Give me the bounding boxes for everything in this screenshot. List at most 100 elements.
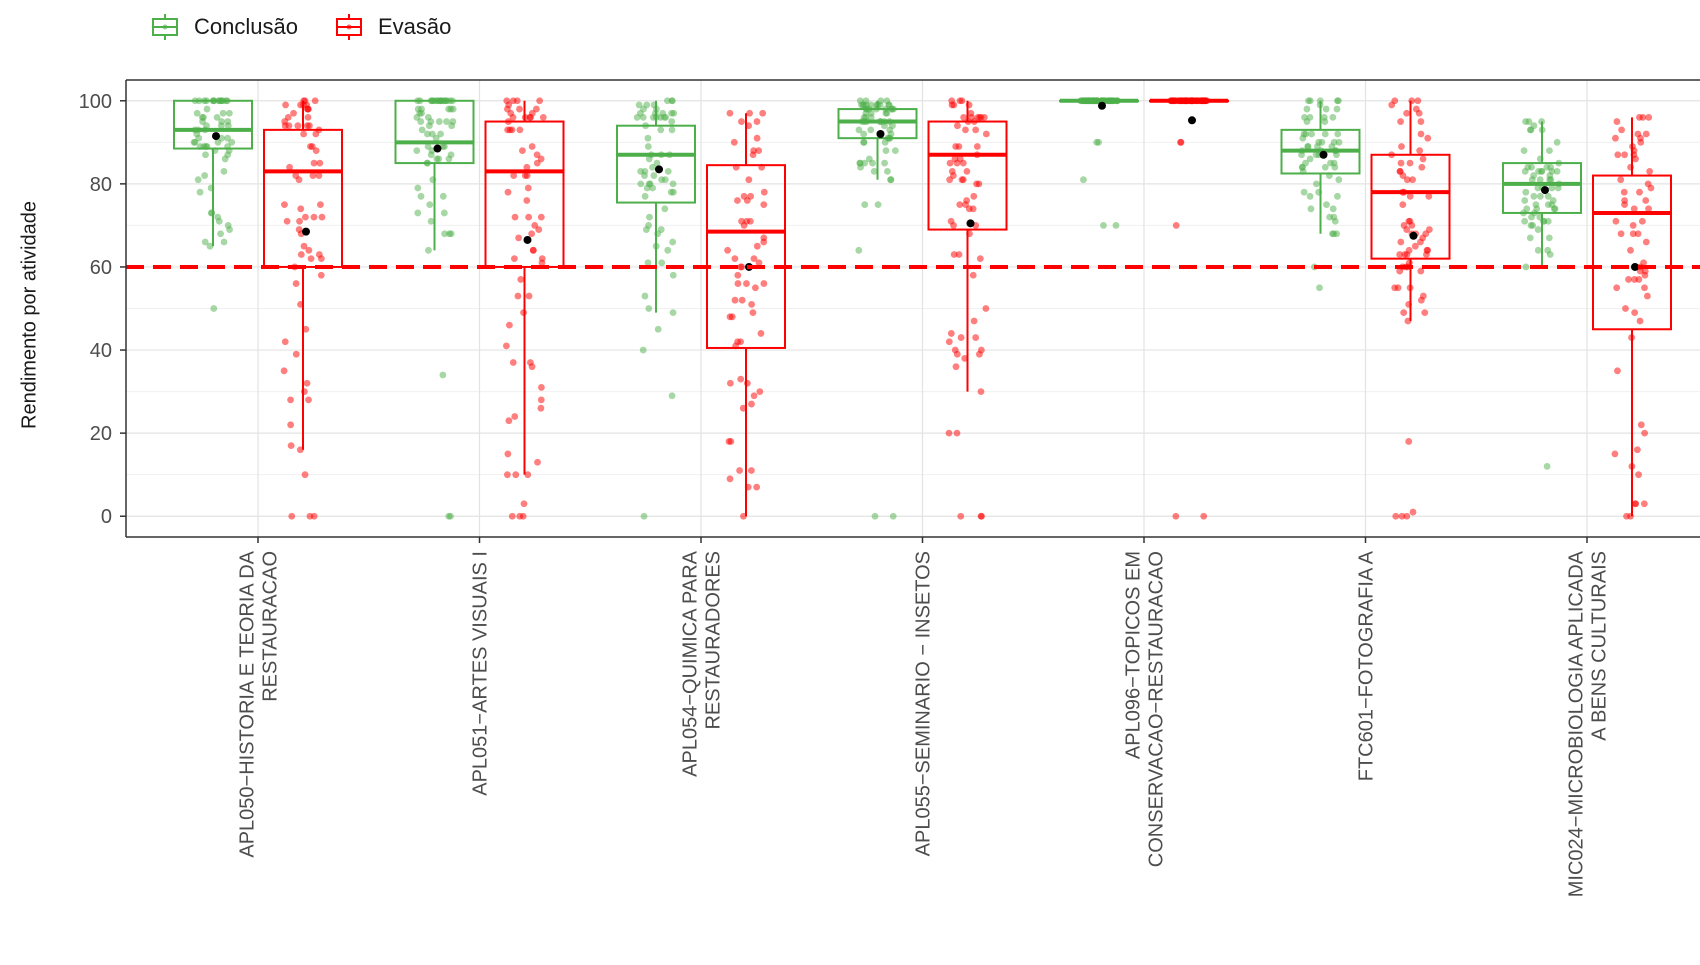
x-tick-label: APL051−ARTES VISUAIS I [470,551,492,796]
legend: Conclusão Evasão [150,12,451,42]
data-point [300,130,308,138]
data-point [1329,113,1337,121]
data-point [1403,512,1411,520]
data-point [1522,263,1530,271]
data-point [448,122,456,130]
data-point [510,172,518,179]
data-point [1172,512,1180,520]
box-group-conclusao-1 [394,97,475,520]
data-point [294,122,302,130]
data-point [857,163,864,171]
data-point [669,180,677,188]
data-point [743,217,751,225]
data-point [1625,276,1632,283]
data-point [1634,230,1642,238]
y-tick-label: 0 [101,506,112,528]
data-point [1080,176,1087,184]
data-point [213,113,221,121]
data-point [649,184,657,192]
data-point [1534,226,1542,233]
data-point [889,512,897,520]
data-point [310,159,318,167]
data-point [1642,238,1650,246]
data-point [529,246,537,254]
data-point [1645,113,1653,121]
data-point [877,97,885,105]
data-point [756,388,764,395]
data-point [1335,138,1343,146]
data-point [1543,163,1551,171]
data-point [760,201,768,209]
data-point [976,255,984,263]
data-point [441,230,448,238]
data-point [1112,222,1120,229]
data-point [1545,234,1553,242]
data-point [528,230,536,238]
data-point [310,213,318,221]
data-point [418,109,425,117]
data-point [1334,130,1342,138]
data-point [1534,246,1542,254]
data-point [1423,251,1430,258]
data-point [753,242,761,250]
data-point [669,271,677,279]
data-point [509,359,517,366]
box [484,120,565,268]
data-point [203,105,211,113]
data-point [447,230,455,238]
data-point [519,512,527,520]
data-point [439,371,447,379]
data-point [1406,159,1414,167]
data-point [1631,309,1639,317]
data-point [883,97,891,105]
box-group-conclusao-0 [173,97,253,312]
data-point [210,305,218,312]
data-point [664,246,672,254]
data-point [730,138,738,146]
data-point [1315,138,1323,146]
y-tick-label: 20 [90,423,112,445]
data-point [1522,188,1530,196]
data-point [315,172,323,179]
data-point [1398,143,1405,150]
data-point [1643,292,1651,300]
data-point [316,159,324,167]
data-point [977,113,985,121]
data-point [539,113,547,121]
data-point [982,305,990,312]
data-point [512,471,520,479]
data-point [642,226,650,233]
box-group-evasao-1 [484,97,565,520]
data-point [1543,462,1551,470]
data-point [945,338,953,346]
data-point [1400,309,1408,317]
data-point [760,280,768,287]
data-point [1550,205,1558,213]
data-point [302,325,310,333]
data-point [748,400,755,408]
data-point [505,321,513,329]
data-point [1306,192,1314,200]
data-point [962,201,969,209]
data-point [1330,159,1338,167]
data-point [970,192,978,200]
data-point [1100,222,1107,229]
data-point [641,292,649,300]
data-point [1422,230,1430,238]
data-point [1405,217,1413,225]
data-point [978,512,985,520]
mean-point [1319,150,1328,159]
data-point [748,300,755,308]
data-point [533,159,541,167]
data-point [1621,151,1628,159]
data-point [1526,234,1534,242]
x-tick-label: APL055−SEMINARIO − INSETOS [913,551,935,856]
data-point [643,101,651,109]
data-point [432,134,440,142]
data-point [961,354,969,362]
data-point [1521,197,1529,204]
data-point [658,259,666,267]
data-point [1617,176,1625,184]
data-point [536,97,544,105]
data-point [533,151,541,159]
